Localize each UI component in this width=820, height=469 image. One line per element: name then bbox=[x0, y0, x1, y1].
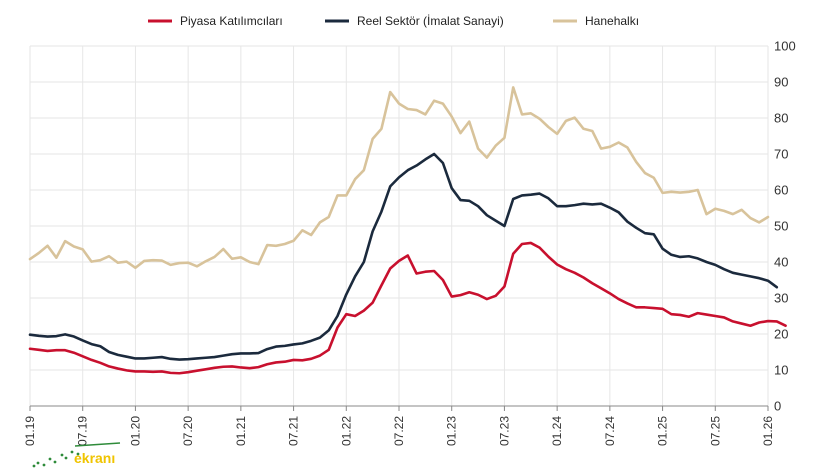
watermark-dot bbox=[36, 461, 40, 465]
legend-item-piyasa: Piyasa Katılımcıları bbox=[148, 14, 283, 28]
series-line-hanehalki bbox=[28, 86, 770, 270]
y-tick-label: 80 bbox=[774, 111, 788, 126]
x-tick-label: 01.23 bbox=[445, 416, 459, 446]
watermark-dot bbox=[48, 457, 52, 461]
series-line-piyasa bbox=[28, 241, 787, 375]
y-tick-label: 20 bbox=[774, 327, 788, 342]
watermark-dot bbox=[53, 460, 57, 464]
watermark-dot bbox=[32, 464, 36, 468]
y-tick-label: 30 bbox=[774, 291, 788, 306]
watermark-dot bbox=[76, 452, 80, 456]
x-tick-label: 07.25 bbox=[708, 416, 722, 446]
legend-item-reel: Reel Sektör (İmalat Sanayi) bbox=[325, 14, 504, 28]
watermark: ekranı bbox=[32, 442, 121, 468]
watermark-text: ekranı bbox=[74, 450, 115, 466]
watermark-dot bbox=[60, 453, 64, 457]
x-tick-label: 07.19 bbox=[76, 416, 90, 446]
x-tick-label: 01.22 bbox=[339, 416, 353, 446]
x-tick-label: 07.23 bbox=[497, 416, 511, 446]
x-tick-label: 01.20 bbox=[128, 416, 142, 446]
watermark-dot bbox=[42, 463, 46, 467]
x-tick-label: 07.24 bbox=[603, 416, 617, 446]
x-tick-label: 01.26 bbox=[761, 416, 775, 446]
y-tick-label: 70 bbox=[774, 147, 788, 162]
y-tick-label: 10 bbox=[774, 363, 788, 378]
x-tick-label: 07.21 bbox=[287, 416, 301, 446]
y-tick-label: 0 bbox=[774, 399, 781, 414]
legend-label: Piyasa Katılımcıları bbox=[180, 14, 283, 28]
y-tick-label: 100 bbox=[774, 39, 796, 54]
x-tick-label: 01.19 bbox=[23, 416, 37, 446]
x-tick-label: 01.21 bbox=[234, 416, 248, 446]
watermark-stroke bbox=[74, 442, 121, 447]
legend-label: Reel Sektör (İmalat Sanayi) bbox=[357, 14, 504, 28]
y-tick-label: 90 bbox=[774, 75, 788, 90]
grid-lines bbox=[29, 45, 769, 407]
x-tick-label: 07.20 bbox=[181, 416, 195, 446]
watermark-dot bbox=[70, 450, 74, 454]
chart-legend: Piyasa Katılımcıları Reel Sektör (İmalat … bbox=[148, 14, 639, 28]
y-tick-label: 50 bbox=[774, 219, 788, 234]
legend-label: Hanehalkı bbox=[585, 14, 639, 28]
axes: 0 10 20 30 40 50 60 70 80 90 100 01.19 07.19 01.20 07.… bbox=[23, 39, 796, 447]
y-tick-label: 40 bbox=[774, 255, 788, 270]
x-tick-label: 07.22 bbox=[392, 416, 406, 446]
series-line-reel bbox=[28, 152, 779, 361]
y-tick-label: 60 bbox=[774, 183, 788, 198]
legend-item-hanehalki: Hanehalkı bbox=[553, 14, 639, 28]
x-tick-label: 01.24 bbox=[550, 416, 564, 446]
watermark-dot bbox=[64, 456, 68, 460]
x-tick-label: 01.25 bbox=[656, 416, 670, 446]
series-layer bbox=[28, 86, 787, 375]
